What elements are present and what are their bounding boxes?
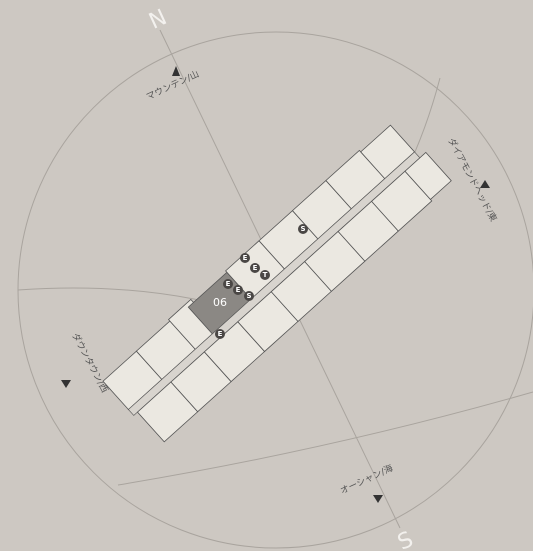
icon-label: E xyxy=(226,280,231,288)
icon-label: E xyxy=(236,286,241,294)
arrow xyxy=(61,380,71,388)
unit-number: 06 xyxy=(213,296,227,309)
icon xyxy=(250,263,260,273)
icon xyxy=(298,224,308,234)
icon-label: E xyxy=(253,264,258,272)
icon-label: S xyxy=(246,292,251,300)
zone-line xyxy=(117,391,533,486)
building xyxy=(102,124,452,443)
icon-label: E xyxy=(243,254,248,262)
north-label: N xyxy=(145,5,170,35)
icon xyxy=(215,329,225,339)
direction-label: ダウンタウン/西 xyxy=(69,331,111,395)
direction-label: オーシャン/海 xyxy=(338,462,395,497)
icon xyxy=(233,285,243,295)
icon xyxy=(240,253,250,263)
units-east xyxy=(136,151,452,443)
arrow xyxy=(373,495,383,503)
corridor xyxy=(127,151,421,416)
arrow xyxy=(480,180,490,188)
icon xyxy=(244,291,254,301)
icon xyxy=(223,279,233,289)
arrow xyxy=(172,66,180,76)
icon-label: E xyxy=(218,330,223,338)
icon xyxy=(260,270,270,280)
icon-label: T xyxy=(263,271,268,279)
icon-label: S xyxy=(300,225,305,233)
south-label: S xyxy=(394,527,417,551)
